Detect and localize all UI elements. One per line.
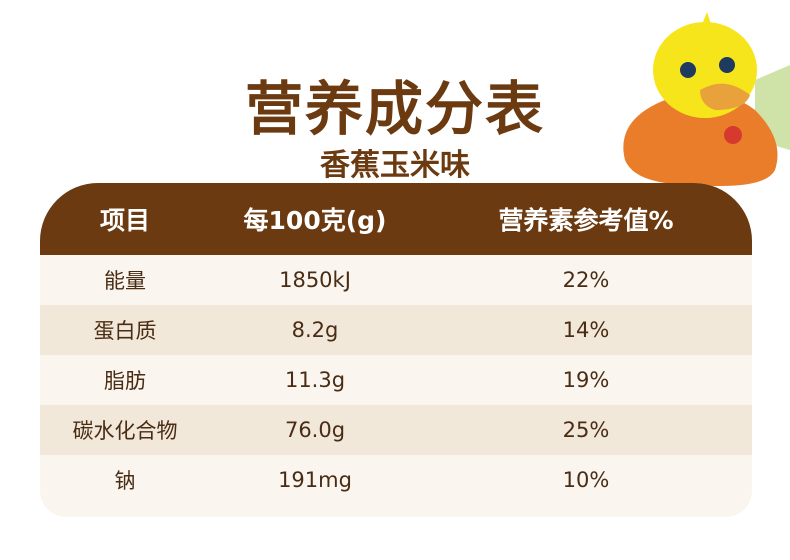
table-row: 蛋白质 8.2g 14%	[40, 305, 752, 355]
cell-item: 蛋白质	[93, 319, 157, 343]
table-row: 能量 1850kJ 22%	[40, 255, 752, 305]
cell-nrv: 19%	[562, 368, 610, 392]
cell-item: 脂肪	[104, 369, 146, 393]
header-nrv: 营养素参考值%	[498, 206, 674, 235]
table-row: 钠 191mg 10%	[40, 455, 752, 505]
flavor-subtitle: 香蕉玉米味	[320, 148, 470, 183]
orange-body	[623, 92, 778, 186]
cell-item: 能量	[104, 269, 146, 293]
cell-nrv: 14%	[562, 318, 610, 342]
duck-mascot-illustration	[623, 12, 790, 186]
cell-nrv: 22%	[562, 268, 610, 292]
cell-amount: 76.0g	[284, 418, 346, 442]
cell-nrv: 10%	[562, 468, 610, 492]
cell-item: 钠	[114, 469, 136, 493]
duck-beak	[700, 83, 750, 110]
cell-item: 碳水化合物	[72, 419, 178, 443]
header-item: 项目	[99, 206, 150, 235]
table-row: 脂肪 11.3g 19%	[40, 355, 752, 405]
cell-amount: 191mg	[278, 468, 352, 492]
cell-amount: 1850kJ	[279, 268, 351, 292]
strawberry-icon	[724, 126, 742, 144]
table-row: 碳水化合物 76.0g 25%	[40, 405, 752, 455]
table-header: 项目 每100克(g) 营养素参考值%	[40, 183, 752, 255]
cell-amount: 8.2g	[291, 318, 339, 342]
cell-nrv: 25%	[562, 418, 610, 442]
left-eye	[680, 62, 696, 78]
right-eye	[719, 57, 735, 73]
nutrition-table: 项目 每100克(g) 营养素参考值% 能量 1850kJ 22% 蛋白质 8.…	[40, 183, 752, 517]
cell-amount: 11.3g	[284, 368, 346, 392]
header-per-100g: 每100克(g)	[243, 206, 387, 235]
page-title: 营养成分表	[244, 75, 545, 143]
